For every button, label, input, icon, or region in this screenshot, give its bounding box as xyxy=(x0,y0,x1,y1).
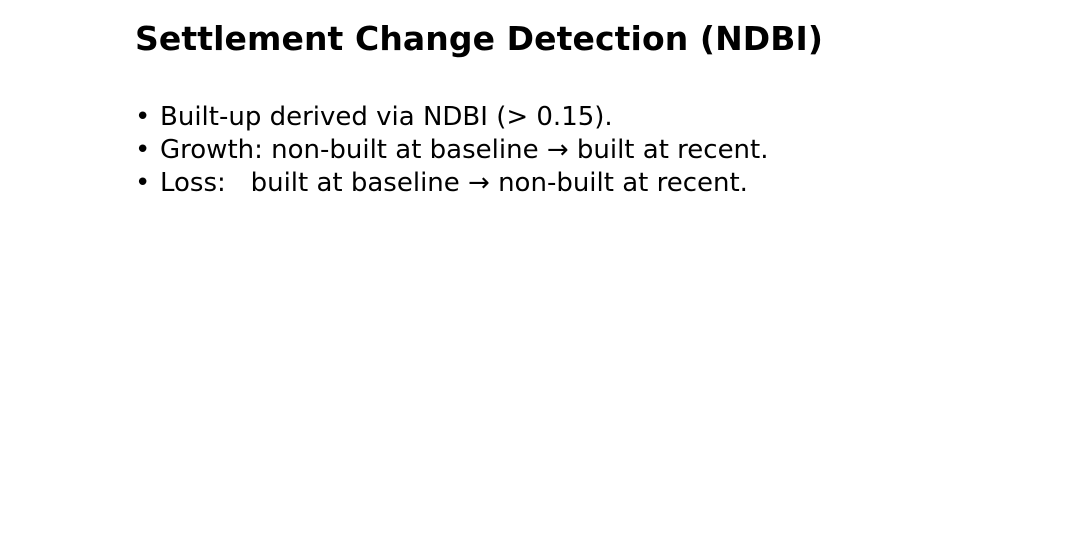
bullet-text: Growth: non-built at baseline → built at… xyxy=(160,135,769,165)
bullet-list: • Built-up derived via NDBI (> 0.15). • Gr… xyxy=(135,101,769,200)
bullet-marker: • xyxy=(135,168,151,198)
bullet-item: • Loss: built at baseline → non-built at … xyxy=(135,167,769,200)
bullet-item: • Growth: non-built at baseline → built a… xyxy=(135,134,769,167)
bullet-item: • Built-up derived via NDBI (> 0.15). xyxy=(135,101,769,134)
bullet-marker: • xyxy=(135,102,151,132)
slide-title: Settlement Change Detection (NDBI) xyxy=(135,19,824,58)
bullet-marker: • xyxy=(135,135,151,165)
bullet-text: Loss: built at baseline → non-built at r… xyxy=(160,168,748,198)
bullet-text: Built-up derived via NDBI (> 0.15). xyxy=(160,102,613,132)
